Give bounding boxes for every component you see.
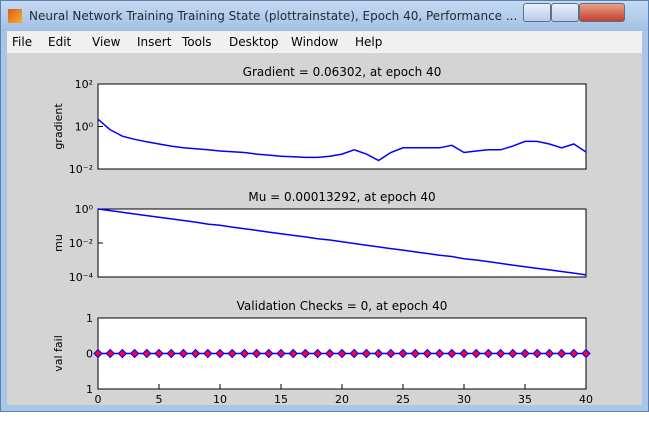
- y-axis-label: val fail: [52, 335, 65, 372]
- y-tick-label: 10²: [75, 78, 93, 91]
- y-axis-label: mu: [52, 234, 65, 252]
- plot-title: Gradient = 0.06302, at epoch 40: [243, 65, 442, 79]
- y-tick-label: 1: [86, 383, 93, 396]
- x-tick-label: 0: [95, 393, 102, 405]
- plot-title: Validation Checks = 0, at epoch 40: [237, 299, 448, 313]
- plots: Gradient = 0.06302, at epoch 40 gradient 1…: [7, 53, 642, 405]
- menu-item[interactable]: Edit: [48, 35, 71, 49]
- menu-item[interactable]: Desktop: [229, 35, 279, 49]
- figure: Gradient = 0.06302, at epoch 40 gradient 1…: [7, 53, 642, 405]
- menu-item[interactable]: File: [12, 35, 32, 49]
- close-button[interactable]: [579, 3, 625, 22]
- x-tick-label: 5: [156, 393, 163, 405]
- title-bar: Neural Network Training Training State (…: [1, 1, 648, 31]
- x-tick-label: 15: [274, 393, 288, 405]
- maximize-button[interactable]: [551, 3, 579, 22]
- y-tick-label: 10⁰: [75, 203, 94, 216]
- menu-item[interactable]: Insert: [137, 35, 171, 49]
- menu-item[interactable]: Help: [355, 35, 382, 49]
- x-tick-label: 30: [457, 393, 471, 405]
- window: Neural Network Training Training State (…: [0, 0, 649, 412]
- x-tick-label: 10: [213, 393, 227, 405]
- x-tick-label: 20: [335, 393, 349, 405]
- minimize-button[interactable]: [523, 3, 551, 22]
- x-tick-label: 35: [518, 393, 532, 405]
- y-tick-label: 10⁻²: [69, 237, 93, 250]
- menu-bar: File Edit View Insert Tools Desktop Window Help: [7, 31, 642, 53]
- menu-item[interactable]: Tools: [182, 35, 212, 49]
- y-axis-label: gradient: [52, 103, 65, 150]
- window-title: Neural Network Training Training State (…: [29, 9, 517, 23]
- x-tick-label: 40: [579, 393, 593, 405]
- plot-title: Mu = 0.00013292, at epoch 40: [248, 190, 435, 204]
- y-tick-label: 10⁻²: [69, 163, 93, 176]
- y-tick-label: 0: [86, 348, 93, 361]
- y-tick-label: 10⁻⁴: [69, 271, 94, 284]
- axes: [98, 84, 586, 169]
- x-tick-label: 25: [396, 393, 410, 405]
- menu-item[interactable]: Window: [291, 35, 338, 49]
- y-tick-label: 1: [86, 312, 93, 325]
- page: {"window": {"title": "Neural Network Tra…: [0, 0, 649, 433]
- menu-item[interactable]: View: [92, 35, 120, 49]
- y-tick-label: 10⁰: [75, 121, 94, 134]
- app-icon: [8, 9, 22, 23]
